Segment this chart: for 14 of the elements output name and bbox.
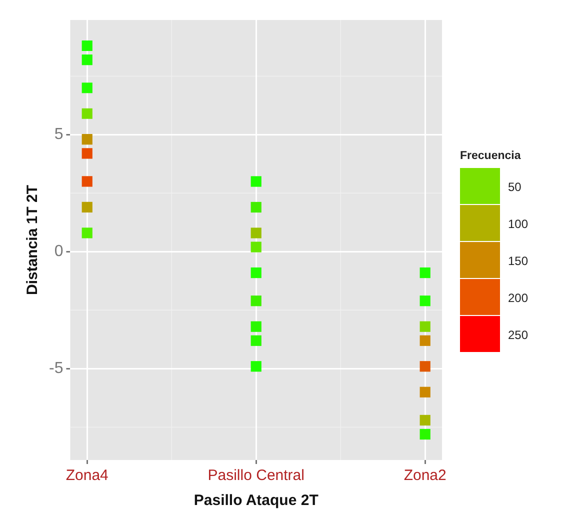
- y-tick-label: -5: [48, 360, 64, 378]
- x-tick-label: Pasillo Central: [208, 467, 304, 484]
- color-bar-label: 200: [508, 290, 528, 304]
- color-bar-title: Frecuencia: [460, 150, 522, 162]
- y-tick-label: 0: [54, 243, 64, 260]
- y-tick-label: 5: [54, 126, 64, 144]
- color-bar-label: 150: [508, 254, 528, 268]
- color-bar-label: 50: [508, 180, 522, 194]
- color-bar-label: 250: [508, 328, 528, 342]
- y-axis-title: Distancia 1T 2T: [24, 184, 42, 296]
- x-tick-label: Zona2: [404, 467, 446, 484]
- color-bar-label: 100: [508, 216, 528, 230]
- x-axis-title: Pasillo Ataque 2T: [194, 492, 318, 510]
- x-tick-label: Zona4: [66, 467, 108, 484]
